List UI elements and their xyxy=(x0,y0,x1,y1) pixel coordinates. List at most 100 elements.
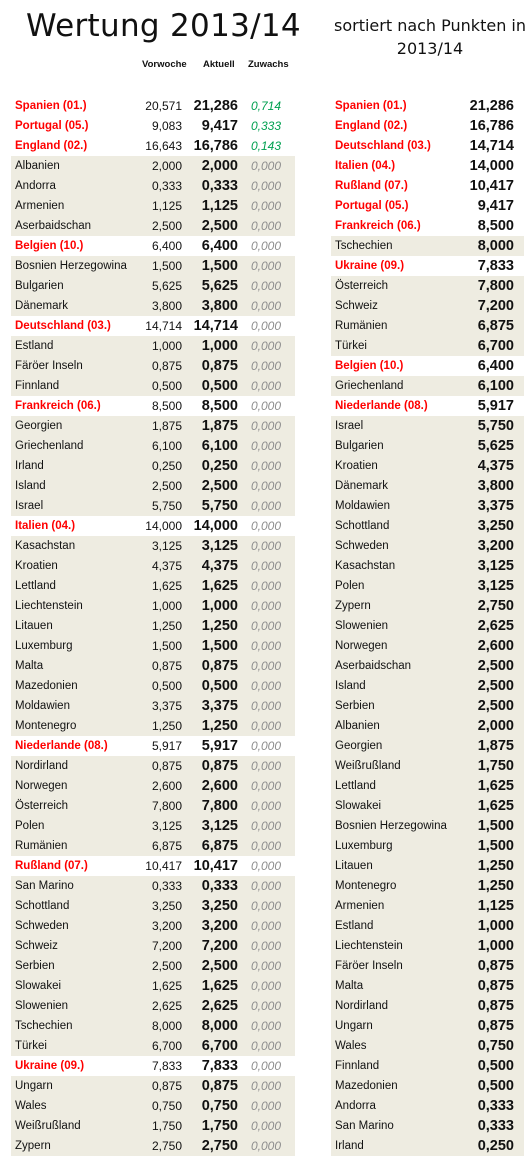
table-row: Ungarn 0,875 0,875 0,000 xyxy=(11,1076,295,1096)
table-row: Rußland (07.) 10,417 10,417 0,000 xyxy=(11,856,295,876)
table-row: England (02.) 16,643 16,786 0,143 xyxy=(11,136,295,156)
previous-week-value: 1,250 xyxy=(151,719,182,733)
current-value: 14,714 xyxy=(469,138,514,154)
country-name: Deutschland (03.) xyxy=(335,140,431,152)
country-name: Belgien (10.) xyxy=(15,240,84,252)
previous-week-value: 2,600 xyxy=(151,779,182,793)
table-row: England (02.) 16,786 xyxy=(331,116,524,136)
table-row: Malta 0,875 xyxy=(331,976,524,996)
growth-value: 0,000 xyxy=(251,659,282,673)
table-row: Georgien 1,875 1,875 0,000 xyxy=(11,416,295,436)
country-name: Österreich xyxy=(335,280,389,292)
table-row: Serbien 2,500 xyxy=(331,696,524,716)
current-value: 1,750 xyxy=(477,758,514,774)
current-value: 0,333 xyxy=(201,878,238,894)
country-name: Tschechien xyxy=(15,1020,73,1032)
growth-value: 0,000 xyxy=(251,759,282,773)
country-name: Polen xyxy=(15,820,45,832)
previous-week-value: 2,500 xyxy=(151,219,182,233)
current-value: 6,100 xyxy=(201,438,238,454)
previous-week-value: 3,250 xyxy=(151,899,182,913)
current-value: 5,917 xyxy=(201,738,238,754)
country-name: Österreich xyxy=(15,800,69,812)
country-name: Ukraine (09.) xyxy=(15,1060,85,1072)
growth-value: 0,000 xyxy=(251,679,282,693)
ranking-table-sorted: Spanien (01.) 21,286 England (02.) 16,786 De… xyxy=(331,96,524,1156)
table-row: Spanien (01.) 21,286 xyxy=(331,96,524,116)
current-value: 0,875 xyxy=(477,978,514,994)
current-value: 16,786 xyxy=(193,138,238,154)
country-name: Ungarn xyxy=(15,1080,53,1092)
country-name: Mazedonien xyxy=(15,680,78,692)
previous-week-value: 5,750 xyxy=(151,499,182,513)
country-name: Tschechien xyxy=(335,240,393,252)
country-name: Estland xyxy=(15,340,54,352)
table-row: Wales 0,750 0,750 0,000 xyxy=(11,1096,295,1116)
current-value: 1,125 xyxy=(477,898,514,914)
current-value: 0,875 xyxy=(477,1018,514,1034)
country-name: Türkei xyxy=(15,1040,47,1052)
growth-value: 0,000 xyxy=(251,1019,282,1033)
table-row: Andorra 0,333 xyxy=(331,1096,524,1116)
country-name: Lettland xyxy=(335,780,376,792)
country-name: Griechenland xyxy=(335,380,404,392)
growth-value: 0,000 xyxy=(251,199,282,213)
table-row: Schottland 3,250 3,250 0,000 xyxy=(11,896,295,916)
country-name: Irland xyxy=(335,1140,364,1152)
country-name: Griechenland xyxy=(15,440,84,452)
current-value: 1,500 xyxy=(477,818,514,834)
current-value: 3,375 xyxy=(201,698,238,714)
previous-week-value: 1,250 xyxy=(151,619,182,633)
current-value: 5,625 xyxy=(201,278,238,294)
table-row: Bulgarien 5,625 xyxy=(331,436,524,456)
table-row: Luxemburg 1,500 1,500 0,000 xyxy=(11,636,295,656)
current-value: 14,000 xyxy=(193,518,238,534)
current-value: 0,500 xyxy=(477,1078,514,1094)
previous-week-value: 1,875 xyxy=(151,419,182,433)
current-value: 3,800 xyxy=(201,298,238,314)
current-value: 3,125 xyxy=(201,538,238,554)
table-row: Montenegro 1,250 xyxy=(331,876,524,896)
current-value: 7,833 xyxy=(201,1058,238,1074)
current-value: 1,125 xyxy=(201,198,238,214)
current-value: 2,625 xyxy=(201,998,238,1014)
table-row: Bosnien Herzegowina 1,500 xyxy=(331,816,524,836)
table-row: Finnland 0,500 0,500 0,000 xyxy=(11,376,295,396)
growth-value: 0,000 xyxy=(251,559,282,573)
current-value: 6,100 xyxy=(477,378,514,394)
country-name: Georgien xyxy=(335,740,383,752)
current-value: 4,375 xyxy=(477,458,514,474)
current-value: 0,333 xyxy=(201,178,238,194)
previous-week-value: 1,625 xyxy=(151,579,182,593)
current-value: 1,250 xyxy=(201,718,238,734)
previous-week-value: 4,375 xyxy=(151,559,182,573)
table-row: Island 2,500 2,500 0,000 xyxy=(11,476,295,496)
table-row: Rumänien 6,875 6,875 0,000 xyxy=(11,836,295,856)
current-value: 1,625 xyxy=(201,978,238,994)
growth-value: 0,000 xyxy=(251,879,282,893)
country-name: Frankreich (06.) xyxy=(335,220,421,232)
page-title: Wertung 2013/14 xyxy=(26,8,301,44)
current-value: 10,417 xyxy=(469,178,514,194)
country-name: Zypern xyxy=(15,1140,51,1152)
growth-value: 0,000 xyxy=(251,1119,282,1133)
previous-week-value: 7,800 xyxy=(151,799,182,813)
current-value: 1,000 xyxy=(477,938,514,954)
table-row: Polen 3,125 3,125 0,000 xyxy=(11,816,295,836)
table-row: Slowenien 2,625 xyxy=(331,616,524,636)
table-row: Norwegen 2,600 2,600 0,000 xyxy=(11,776,295,796)
previous-week-value: 0,875 xyxy=(151,1079,182,1093)
country-name: Rumänien xyxy=(15,840,68,852)
table-row: Estland 1,000 xyxy=(331,916,524,936)
table-row: Armenien 1,125 xyxy=(331,896,524,916)
table-row: Portugal (05.) 9,417 xyxy=(331,196,524,216)
previous-week-value: 2,625 xyxy=(151,999,182,1013)
table-row: Moldawien 3,375 xyxy=(331,496,524,516)
current-value: 2,600 xyxy=(477,638,514,654)
previous-week-value: 0,500 xyxy=(151,679,182,693)
country-name: Zypern xyxy=(335,600,371,612)
country-name: Rumänien xyxy=(335,320,388,332)
table-row: Mazedonien 0,500 0,500 0,000 xyxy=(11,676,295,696)
previous-week-value: 14,714 xyxy=(145,319,182,333)
previous-week-value: 10,417 xyxy=(145,859,182,873)
